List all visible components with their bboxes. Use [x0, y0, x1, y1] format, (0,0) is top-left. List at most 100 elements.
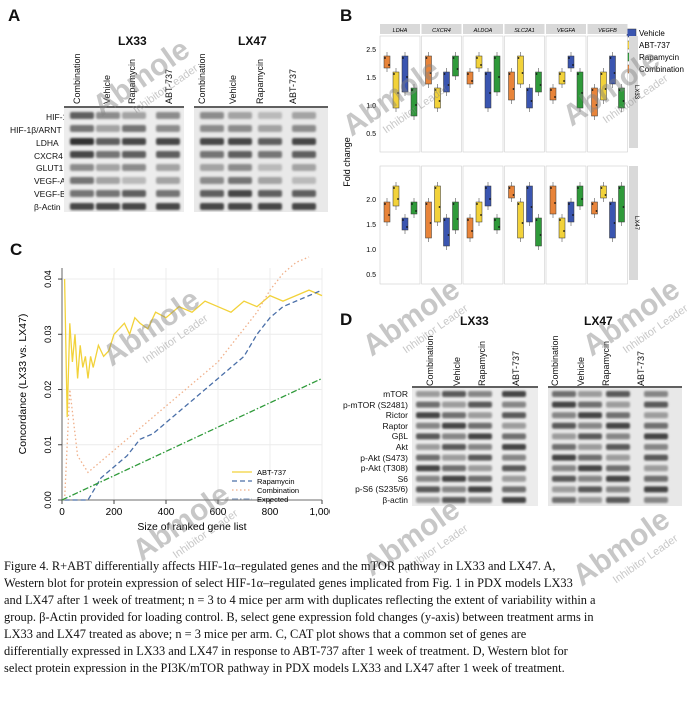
box-point	[517, 203, 520, 205]
box-point	[447, 234, 450, 236]
ytick: 2.5	[366, 47, 376, 54]
box-point	[480, 214, 482, 216]
blot-band	[552, 433, 576, 440]
box	[493, 217, 501, 231]
box-point	[411, 203, 413, 205]
blot-band	[416, 444, 440, 450]
blot-band	[70, 177, 94, 184]
x-tick-label: 0	[59, 507, 65, 518]
box	[452, 201, 459, 231]
box	[443, 217, 450, 247]
panel-a-lane: Combination	[72, 53, 82, 104]
row-strip	[629, 166, 638, 280]
box-point	[530, 206, 533, 208]
box	[466, 217, 474, 239]
blot-band	[228, 125, 252, 132]
box	[475, 201, 483, 223]
box	[517, 55, 524, 85]
facet-strip	[463, 24, 503, 34]
box-point	[613, 222, 616, 224]
box	[401, 217, 409, 231]
box-point	[591, 89, 594, 91]
blot-band	[644, 433, 668, 440]
panel-a-title-lx33: LX33	[118, 34, 147, 48]
blot-band	[292, 164, 316, 171]
box	[526, 185, 533, 223]
blot-band	[606, 401, 630, 408]
blot-band	[552, 465, 576, 472]
box-point	[467, 219, 469, 221]
facet-panel	[587, 165, 628, 285]
box-point	[559, 219, 561, 221]
box	[567, 55, 575, 69]
facet-panel	[545, 165, 587, 285]
blot-band	[228, 138, 252, 145]
blot-band	[606, 486, 630, 493]
blot-band	[156, 138, 180, 145]
blot-band	[578, 465, 602, 472]
box	[434, 185, 441, 223]
box-point	[429, 72, 432, 74]
box-point	[384, 203, 386, 205]
blot-band	[606, 475, 630, 482]
box-point	[604, 194, 607, 196]
blot-band	[606, 422, 630, 429]
legend-label: Rapamycin	[257, 477, 295, 486]
blot-band	[442, 391, 466, 397]
panel-d-lane: ABT-737	[636, 350, 646, 386]
box	[434, 87, 441, 109]
panel-d-row: Rictor	[385, 410, 408, 421]
blot-band	[228, 164, 252, 171]
caption-line: and LX47 after 1 week of treatment; n = …	[4, 593, 596, 607]
panel-d-lane: Rapamycin	[477, 340, 487, 386]
blot-band	[468, 497, 492, 503]
blot-band	[228, 151, 252, 158]
box-point	[577, 73, 579, 75]
box-point	[411, 89, 413, 91]
facet-panel	[462, 35, 504, 153]
box-point	[568, 203, 570, 205]
box-point	[581, 198, 583, 200]
blot-band	[200, 125, 224, 132]
panel-d-row: p-Akt (T308)	[360, 463, 408, 474]
blot-band	[70, 151, 94, 158]
facet-panel	[421, 35, 462, 153]
panel-d-label: D	[340, 310, 353, 329]
box-point	[438, 100, 441, 102]
panel-a-label: A	[8, 6, 21, 25]
panel-a-lane: Combination	[197, 53, 207, 104]
blot-band	[552, 454, 576, 461]
blot-band	[502, 497, 526, 503]
box	[383, 201, 391, 223]
blot-band	[578, 454, 602, 461]
panel-c-chart: 0 200 400 600 800 1,000 0.00 0.01 0.02 0.03 0.04 Si…	[17, 256, 330, 533]
blot-band	[468, 422, 492, 429]
box-point	[595, 210, 598, 212]
box-point	[559, 73, 561, 75]
box-point	[554, 96, 556, 98]
blot-band	[96, 164, 120, 171]
blot-band	[416, 497, 440, 503]
blot-band	[200, 203, 224, 210]
series-line-abt-737	[63, 279, 323, 418]
box-point	[467, 73, 469, 75]
box-point	[539, 84, 542, 86]
box-point	[456, 68, 459, 70]
facet-strip	[546, 24, 586, 34]
box-point	[443, 73, 446, 75]
box-point	[563, 80, 565, 82]
series-line-rapamycin	[64, 289, 323, 501]
blot-band	[228, 203, 252, 210]
ytick: 0.5	[366, 272, 376, 279]
blot-band	[502, 433, 526, 440]
panel-d-row: p-Akt (S473)	[360, 452, 408, 463]
panel-a-lane: Rapamycin	[127, 58, 137, 104]
box-point	[600, 187, 603, 189]
blot-band	[502, 401, 526, 408]
blot-band	[292, 151, 316, 158]
facet-label: SLC2A1	[514, 28, 535, 34]
box-point	[613, 72, 616, 74]
panel-a-title-lx47: LX47	[238, 34, 267, 48]
box-point	[512, 88, 515, 90]
box-point	[397, 92, 399, 94]
